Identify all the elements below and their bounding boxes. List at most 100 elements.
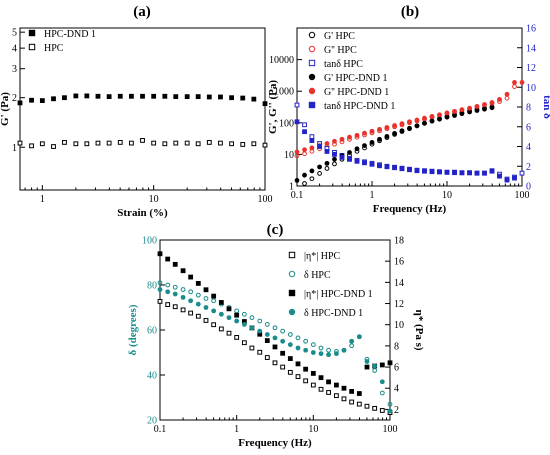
data-point [249, 315, 255, 321]
data-point [372, 405, 378, 411]
data-point [272, 360, 278, 366]
y-tick-label: 5 [12, 28, 17, 39]
data-point [407, 167, 412, 173]
data-point [452, 113, 457, 118]
data-point [295, 361, 301, 367]
data-point [206, 140, 212, 145]
x-tick-label: 100 [383, 424, 398, 435]
legend-marker [28, 43, 36, 51]
panel-label: (c) [267, 222, 284, 238]
series--hpc-dnd-1 [157, 251, 393, 396]
data-point [318, 375, 324, 381]
data-point [173, 94, 179, 100]
data-point [309, 168, 315, 174]
legend-marker [288, 289, 296, 297]
legend-label: tanδ HPC [324, 59, 363, 70]
data-point [482, 170, 487, 176]
data-point [162, 93, 168, 99]
x-axis-title: Frequency (Hz) [238, 437, 312, 449]
y2-tick-label: 14 [394, 278, 404, 289]
data-point [294, 102, 300, 108]
data-point [467, 170, 472, 176]
data-point [497, 97, 502, 102]
data-point [184, 140, 190, 146]
data-point [332, 161, 337, 167]
data-point [195, 301, 201, 307]
data-point [241, 340, 247, 346]
data-point [347, 156, 352, 162]
data-point [372, 368, 378, 373]
data-point [294, 149, 300, 155]
data-point [377, 136, 382, 142]
legend-label: HPC-DND 1 [44, 29, 96, 40]
x-tick-label: 100 [258, 194, 273, 205]
data-point [512, 79, 517, 85]
data-point [334, 351, 339, 357]
data-point [377, 163, 382, 169]
legend-label: δ HPC [304, 270, 331, 281]
legend-label: HPC [44, 43, 64, 54]
data-point [51, 96, 56, 102]
data-point [326, 347, 331, 353]
data-point [512, 175, 517, 181]
y-tick-label: 1 [289, 182, 294, 193]
data-point [354, 132, 360, 138]
data-point [195, 141, 201, 147]
data-point [234, 308, 240, 314]
data-point [257, 328, 263, 334]
y2-tick-label: 14 [526, 43, 536, 54]
data-point [180, 307, 186, 313]
data-point [73, 93, 79, 99]
y-axis-title: G', G'' (Pa) [267, 80, 279, 134]
data-point [324, 149, 330, 154]
data-point [303, 338, 309, 344]
data-point [317, 171, 322, 176]
x-tick-label: 10 [149, 194, 159, 205]
data-point [384, 164, 390, 170]
data-point [195, 94, 201, 100]
y2-axis-title: tan δ [541, 95, 550, 119]
y2-tick-label: 16 [394, 257, 404, 268]
y-tick-label: 80 [147, 281, 157, 292]
data-point [241, 321, 247, 327]
data-point [318, 345, 324, 351]
data-point [339, 154, 345, 160]
data-point [17, 100, 23, 106]
data-point [310, 382, 316, 388]
data-point [437, 169, 442, 175]
y-tick-label: 60 [147, 326, 157, 337]
data-point [203, 318, 209, 323]
data-point [264, 332, 270, 337]
y-tick-label: 1000 [274, 87, 294, 98]
data-point [414, 117, 420, 123]
data-point [234, 335, 240, 340]
legend-label: |η*| HPC-DND 1 [304, 289, 373, 300]
series-hpc [17, 138, 268, 149]
data-point [452, 170, 457, 176]
data-point [117, 140, 123, 145]
data-point [377, 126, 382, 132]
data-point [229, 95, 234, 101]
data-point [51, 144, 56, 149]
data-point [422, 115, 427, 121]
data-point [429, 169, 435, 175]
data-point [310, 371, 316, 376]
data-point [379, 408, 385, 413]
data-point [474, 104, 480, 109]
data-point [392, 131, 397, 136]
data-point [151, 140, 157, 146]
data-point [249, 345, 255, 351]
y2-tick-label: 2 [526, 162, 531, 173]
y-tick-label: 20 [147, 416, 157, 427]
data-point [257, 318, 263, 324]
data-point [387, 360, 393, 366]
data-point [218, 300, 224, 305]
data-point [349, 389, 355, 394]
data-point [294, 178, 300, 183]
data-point [414, 168, 420, 174]
x-tick-label: 100 [515, 190, 530, 201]
data-point [519, 79, 525, 85]
y-axis-title: G' (Pa) [0, 92, 11, 126]
data-point [218, 140, 223, 146]
